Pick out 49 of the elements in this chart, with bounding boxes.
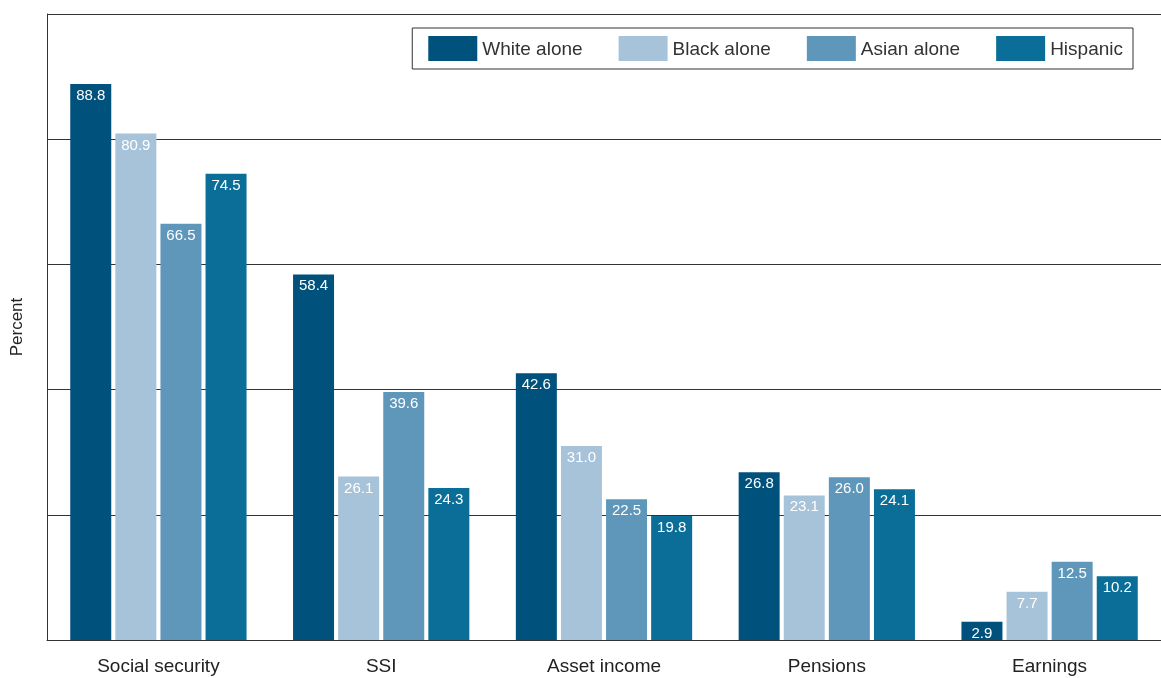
bar	[651, 516, 693, 640]
y-axis-title: Percent	[7, 297, 26, 357]
data-label: 26.8	[744, 474, 774, 492]
data-label: 2.9	[971, 623, 993, 641]
bar	[115, 133, 157, 640]
data-label: 26.1	[344, 478, 374, 496]
data-label: 74.5	[211, 175, 241, 193]
legend-label: Asian alone	[860, 38, 961, 59]
data-label: 10.2	[1102, 578, 1132, 596]
data-label: 12.5	[1057, 563, 1087, 581]
bar	[515, 373, 557, 640]
x-tick-label: Earnings	[1012, 655, 1088, 676]
legend-label: White alone	[482, 38, 583, 59]
data-label: 58.4	[298, 276, 329, 294]
data-label: 66.5	[166, 225, 196, 243]
bar	[383, 392, 425, 640]
bar	[70, 84, 112, 640]
bar	[205, 173, 247, 640]
data-label: 24.1	[879, 491, 910, 509]
bar	[293, 274, 335, 640]
data-label: 42.6	[521, 375, 551, 393]
data-label: 7.7	[1016, 593, 1038, 611]
data-label: 19.8	[657, 518, 687, 536]
data-label: 22.5	[611, 501, 642, 519]
bar	[606, 499, 648, 640]
x-tick-label: Social security	[97, 655, 221, 676]
data-label: 39.6	[389, 394, 419, 412]
bar	[160, 223, 202, 640]
bar	[783, 495, 825, 640]
bar	[428, 487, 470, 640]
data-label: 88.8	[76, 86, 106, 104]
data-label: 80.9	[121, 135, 151, 153]
bar	[738, 472, 780, 640]
bar	[1006, 591, 1048, 640]
data-label: 26.0	[834, 479, 864, 497]
bar	[560, 445, 602, 640]
data-label: 23.1	[789, 497, 819, 515]
x-tick-label: SSI	[365, 655, 397, 676]
bar	[828, 477, 870, 640]
bar	[338, 476, 380, 640]
data-label: 24.3	[434, 489, 464, 507]
legend-label: Black alone	[672, 38, 771, 59]
data-label: 31.0	[566, 447, 597, 465]
x-tick-label: Pensions	[787, 655, 866, 676]
bar	[1051, 561, 1093, 640]
bar	[873, 489, 915, 640]
x-tick-label: Asset income	[546, 655, 662, 676]
legend-label: Hispanic	[1050, 38, 1124, 59]
bar	[1096, 576, 1138, 640]
